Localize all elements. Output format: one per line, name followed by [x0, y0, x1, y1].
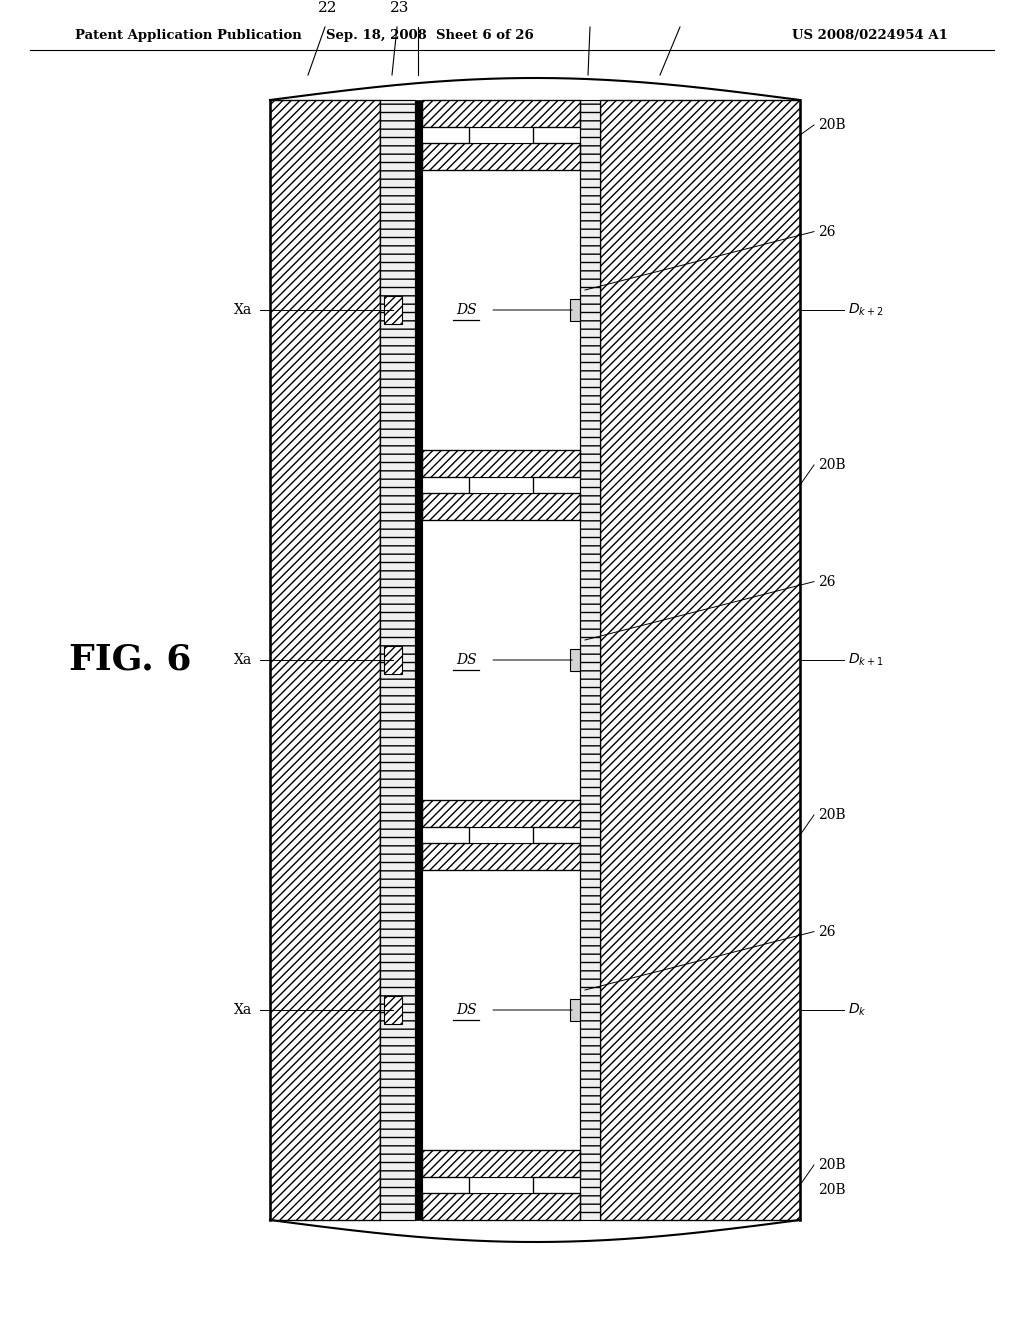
Bar — [570, 300, 580, 321]
Bar — [422, 144, 580, 170]
Text: 26: 26 — [818, 224, 836, 239]
Text: FIG. 6: FIG. 6 — [69, 643, 191, 677]
Text: $D_k$: $D_k$ — [848, 1002, 866, 1018]
Bar — [422, 843, 580, 870]
Text: Patent Application Publication: Patent Application Publication — [75, 29, 302, 41]
Bar — [422, 450, 580, 477]
Bar — [380, 100, 415, 1220]
Text: 26: 26 — [818, 574, 836, 589]
Bar — [422, 494, 580, 520]
Bar — [422, 100, 580, 127]
Text: 23: 23 — [390, 1, 410, 15]
Text: $D_{k+1}$: $D_{k+1}$ — [848, 652, 884, 668]
Bar — [270, 100, 380, 1220]
Bar — [469, 826, 532, 843]
Text: 22: 22 — [318, 1, 338, 15]
Bar — [384, 645, 402, 675]
Bar — [469, 1176, 532, 1193]
Bar — [415, 100, 422, 1220]
Bar — [580, 100, 600, 1220]
Text: Sep. 18, 2008  Sheet 6 of 26: Sep. 18, 2008 Sheet 6 of 26 — [326, 29, 534, 41]
Text: Xa: Xa — [233, 304, 252, 317]
Text: US 2008/0224954 A1: US 2008/0224954 A1 — [792, 29, 948, 41]
Bar — [469, 127, 532, 144]
Bar — [422, 800, 580, 826]
Text: Xa: Xa — [233, 653, 252, 667]
Text: 20B: 20B — [818, 1183, 846, 1197]
Bar — [600, 100, 800, 1220]
Text: DS: DS — [456, 304, 476, 317]
Text: DS: DS — [456, 1003, 476, 1016]
Text: 20B: 20B — [818, 1158, 846, 1172]
Text: 20B: 20B — [818, 458, 846, 473]
Bar — [384, 997, 402, 1024]
Bar — [422, 1150, 580, 1176]
Bar — [422, 1193, 580, 1220]
Bar — [384, 296, 402, 323]
Text: 20B: 20B — [818, 808, 846, 822]
Text: $D_{k+2}$: $D_{k+2}$ — [848, 302, 884, 318]
Bar — [469, 477, 532, 494]
Text: 20B: 20B — [818, 117, 846, 132]
Text: Xa: Xa — [233, 1003, 252, 1016]
Bar — [570, 999, 580, 1020]
Text: DS: DS — [456, 653, 476, 667]
Bar — [422, 100, 580, 1220]
Bar — [380, 100, 415, 1220]
Text: 26: 26 — [818, 924, 836, 939]
Bar — [570, 649, 580, 671]
